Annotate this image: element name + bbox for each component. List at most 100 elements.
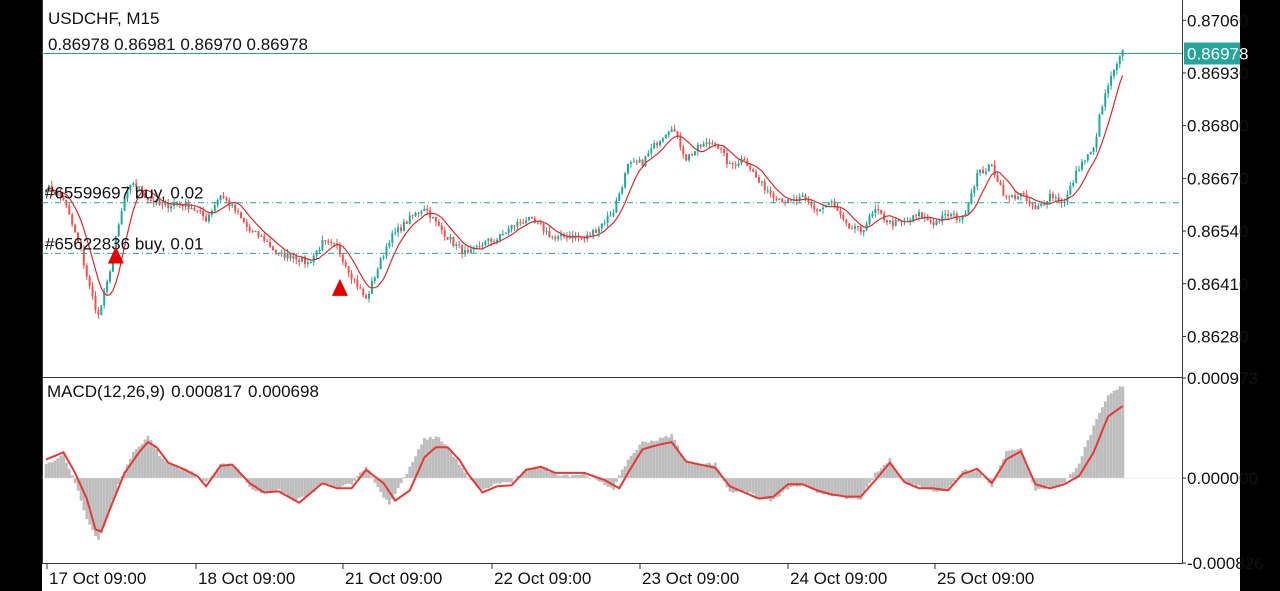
macd-histogram-bar: [306, 478, 310, 497]
macd-histogram-bar: [356, 476, 359, 479]
macd-histogram-bar: [638, 444, 642, 479]
macd-histogram-bar: [463, 472, 467, 479]
buy-arrow-icon[interactable]: [107, 246, 124, 264]
current-price-label: 0.86978: [1187, 45, 1248, 64]
macd-histogram-bar: [318, 478, 322, 487]
buy-arrow-icon[interactable]: [331, 278, 348, 296]
candle-body: [874, 209, 877, 214]
macd-histogram-bar: [495, 478, 499, 484]
macd-histogram-bar: [294, 478, 298, 501]
candle-body: [830, 201, 833, 203]
candle-body: [91, 286, 94, 296]
macd-histogram-bar: [559, 475, 563, 479]
price-panel: #65599697 buy, 0.02 #65622836 buy, 0.01: [42, 49, 1182, 319]
macd-histogram-bar: [204, 478, 208, 482]
candle-body: [408, 215, 411, 225]
candle-body: [554, 236, 557, 239]
macd-histogram-bar: [1010, 449, 1014, 479]
macd-histogram-bar: [757, 478, 761, 499]
candle-body: [341, 254, 344, 263]
moving-average-line: [45, 75, 1124, 296]
candle-body: [306, 262, 309, 264]
candle-body: [376, 269, 379, 278]
candle-body: [760, 181, 763, 183]
macd-histogram-bar: [277, 478, 281, 489]
macd-histogram-bar: [780, 478, 784, 493]
candle-body: [1063, 201, 1066, 204]
macd-histogram-bar: [297, 478, 301, 499]
macd-histogram-bar: [411, 462, 415, 479]
candle-body: [362, 288, 365, 296]
macd-histogram-bar: [783, 478, 787, 490]
price-tick-label: 0.87060: [1187, 11, 1248, 30]
candle-body: [632, 161, 635, 163]
macd-histogram-bar: [1069, 474, 1072, 479]
macd-histogram-bar: [475, 478, 479, 487]
candle-body: [859, 226, 862, 233]
macd-histogram-bar: [303, 478, 307, 498]
candle-body: [1107, 85, 1110, 94]
macd-histogram-bar: [399, 478, 403, 484]
macd-histogram-bar: [705, 463, 709, 479]
macd-histogram-bar: [379, 478, 383, 493]
candle-body: [1089, 152, 1092, 155]
macd-histogram-bar: [434, 436, 438, 479]
macd-histogram-bar: [1118, 386, 1122, 479]
candle-body: [205, 216, 208, 222]
macd-histogram-bar: [842, 478, 845, 497]
macd-histogram-bar: [67, 469, 71, 479]
candle-body: [234, 204, 237, 212]
candle-body: [481, 245, 484, 247]
time-tick-label: 22 Oct 09:00: [494, 569, 591, 588]
macd-histogram-bar: [885, 463, 889, 479]
macd-histogram-bar: [487, 478, 490, 489]
macd-histogram-bar: [402, 477, 406, 479]
candle-body: [545, 230, 548, 232]
candle-body: [432, 216, 435, 219]
macd-histogram-bar: [47, 462, 51, 479]
macd-title: MACD(12,26,9) 0.000817 0.000698: [47, 382, 325, 402]
candle-body: [356, 279, 359, 288]
macd-histogram-bar: [763, 478, 767, 500]
macd-histogram-bar: [1039, 478, 1043, 489]
candle-body: [693, 151, 696, 156]
candle-body: [312, 255, 315, 263]
candle-body: [53, 192, 56, 195]
candle-body: [141, 186, 144, 194]
candle-body: [1011, 195, 1014, 198]
macd-histogram-bar: [143, 439, 147, 479]
macd-histogram-bar: [152, 446, 156, 479]
macd-histogram-bar: [874, 472, 877, 479]
macd-histogram-bar: [457, 464, 461, 479]
macd-histogram-bar: [798, 478, 802, 487]
candle-body: [565, 236, 568, 239]
macd-histogram-bar: [414, 456, 418, 479]
macd-histogram-bar: [254, 478, 258, 492]
candle-body: [542, 223, 545, 232]
candle-body: [766, 190, 769, 192]
macd-histogram-bar: [1005, 451, 1008, 479]
candle-body: [167, 203, 170, 209]
candle-body: [475, 246, 478, 248]
macd-histogram-bar: [437, 437, 441, 479]
left-screen-edge: [0, 0, 42, 591]
macd-histogram-bar: [876, 471, 880, 479]
candle-body: [807, 198, 810, 203]
macd-histogram-bar: [56, 458, 60, 479]
candle-body: [79, 241, 82, 250]
candle-body: [900, 220, 903, 222]
candle-body: [1048, 193, 1051, 202]
candle-body: [202, 210, 205, 217]
candle-body: [213, 205, 216, 211]
macd-histogram-bar: [612, 478, 615, 490]
time-tick-label: 21 Oct 09:00: [345, 569, 442, 588]
macd-histogram-bar: [859, 478, 863, 500]
macd-histogram-bar: [117, 478, 121, 485]
candle-body: [1028, 200, 1031, 204]
macd-histogram-bar: [818, 478, 822, 494]
macd-histogram-bar: [417, 449, 420, 479]
candle-body: [970, 192, 973, 204]
candle-body: [536, 222, 539, 224]
candle-body: [743, 158, 746, 161]
